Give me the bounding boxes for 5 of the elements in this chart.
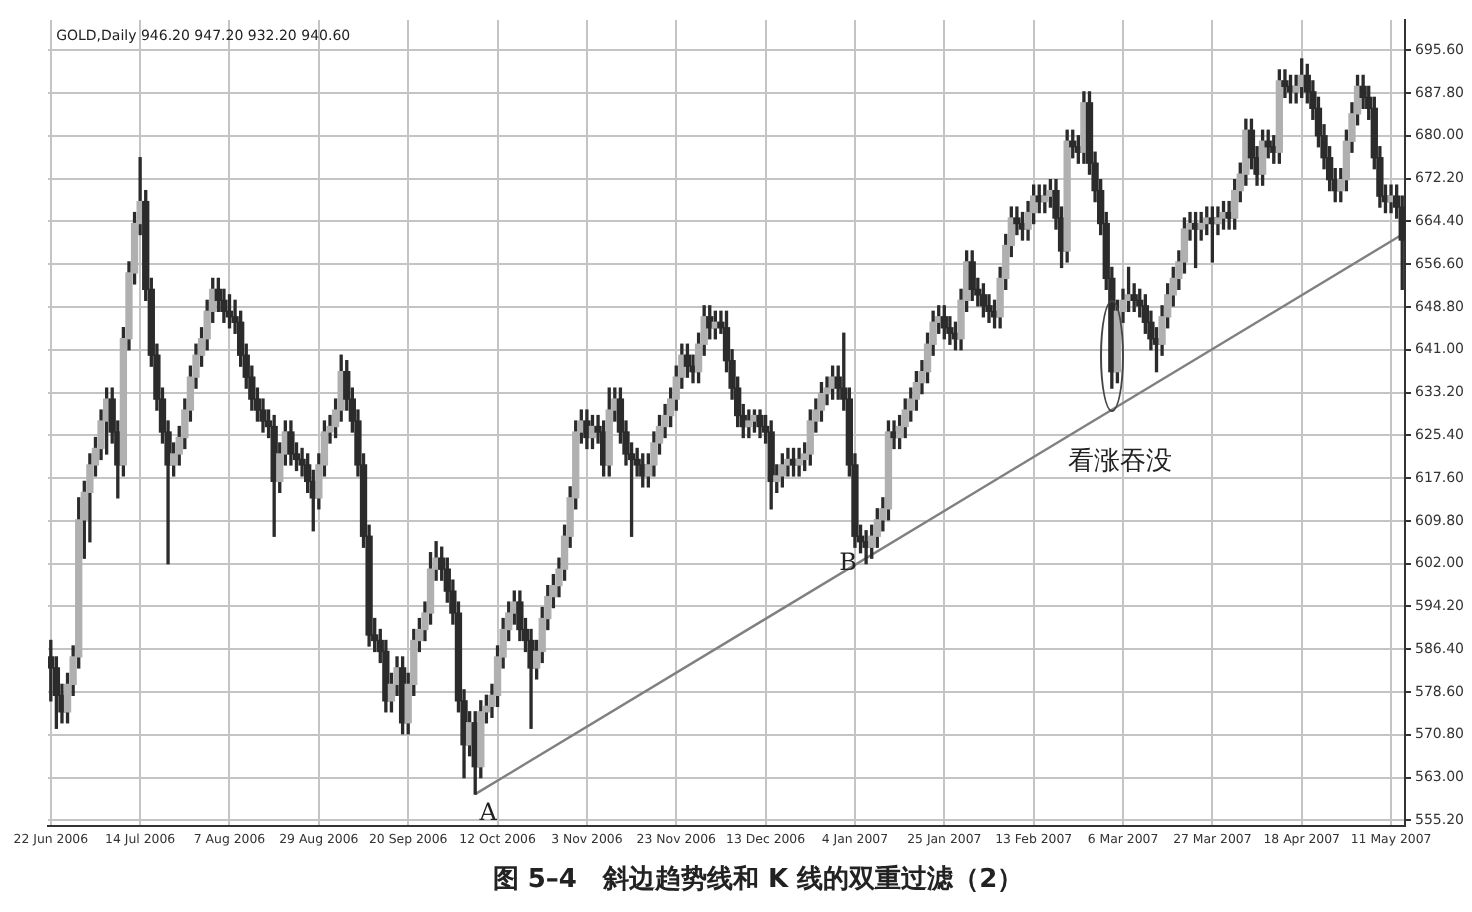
annotation: 看涨吞没 [1068, 447, 1173, 478]
annotation: B [839, 548, 858, 577]
candlestick [795, 447, 803, 477]
text: 图 5–4 斜边趋势线和 K 线的双重过滤（2） [492, 863, 1024, 896]
annotation: A [477, 798, 498, 827]
